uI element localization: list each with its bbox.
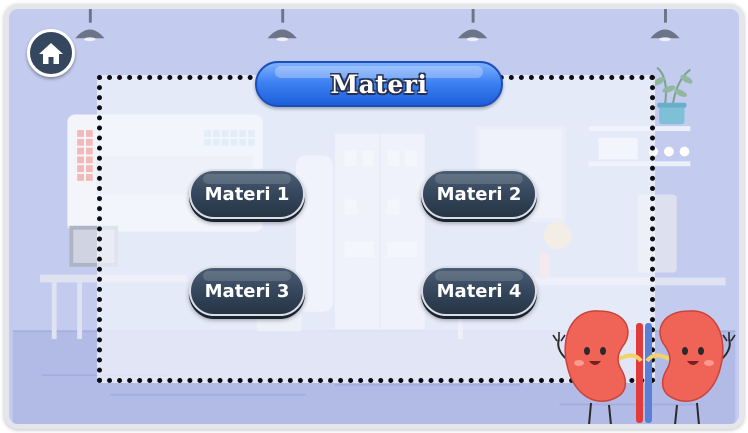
materi-2-button[interactable]: Materi 2	[421, 169, 537, 219]
kidney-mascot	[552, 310, 736, 424]
home-icon	[39, 43, 63, 64]
materi-4-label: Materi 4	[436, 280, 522, 302]
page-title-banner: Materi	[255, 61, 503, 107]
game-screen: Materi Materi 1 Materi 2 Materi 3 Materi…	[4, 4, 744, 429]
materi-3-label: Materi 3	[204, 280, 290, 302]
materi-1-label: Materi 1	[204, 183, 290, 205]
menu-panel	[97, 75, 655, 383]
materi-3-button[interactable]: Materi 3	[189, 266, 305, 316]
ceiling-lamps	[75, 9, 680, 39]
plant-decoration	[653, 66, 693, 125]
home-button[interactable]	[27, 29, 75, 77]
materi-4-button[interactable]: Materi 4	[421, 266, 537, 316]
materi-1-button[interactable]: Materi 1	[189, 169, 305, 219]
page-title: Materi	[330, 69, 428, 99]
materi-2-label: Materi 2	[436, 183, 522, 205]
